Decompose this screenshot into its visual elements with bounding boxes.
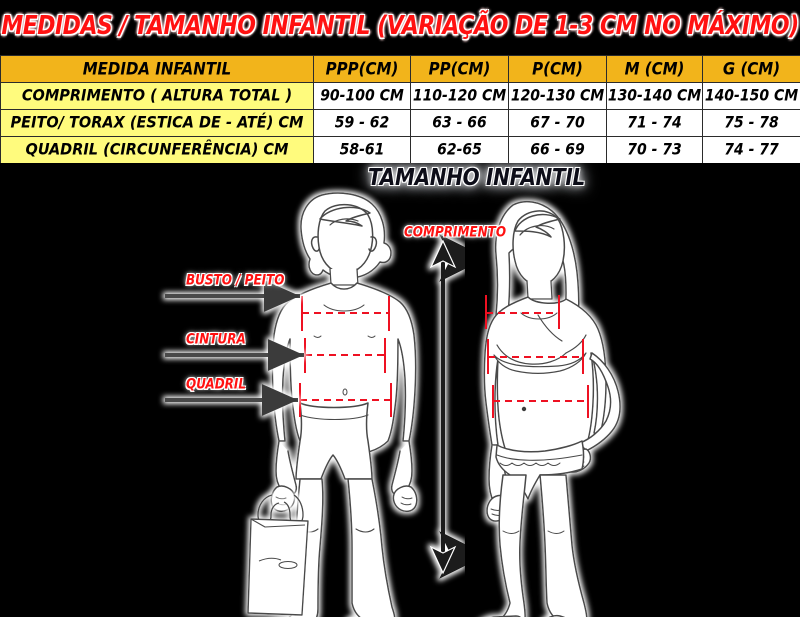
comprimento-arrowhead-down xyxy=(429,545,457,575)
girl-fringe xyxy=(514,213,561,238)
boy-ear-right xyxy=(368,236,378,252)
table-row: QUADRIL (CIRCUNFERÊNCIA) CM 58-61 62-65 … xyxy=(0,136,800,164)
figures-diagram xyxy=(165,192,621,617)
cell-comprimento-pp: 110-120 CM xyxy=(410,82,509,110)
girl-strap xyxy=(537,314,563,342)
cell-peito-g: 75 - 78 xyxy=(702,109,800,137)
table-row: PEITO/ TORAX (ESTICA DE - ATÉ) CM 59 - 6… xyxy=(0,109,800,137)
callout-leader-lines xyxy=(165,280,304,416)
table-header-cell-4: M (CM) xyxy=(606,55,703,83)
girl-leg-right xyxy=(539,474,588,617)
page-title: MEDIDAS / TAMANHO INFANTIL (VARIAÇÃO DE … xyxy=(1,11,799,41)
girl-bikini-top xyxy=(493,352,587,374)
size-table: MEDIDA INFANTIL PPP(CM) PP(CM) P(CM) M (… xyxy=(0,55,800,164)
comprimento-arrow xyxy=(429,234,487,579)
table-header-cell-2: PP(CM) xyxy=(410,55,509,83)
table-header-row: MEDIDA INFANTIL PPP(CM) PP(CM) P(CM) M (… xyxy=(0,55,800,83)
boy-shorts xyxy=(295,402,373,480)
cell-comprimento-p: 120-130 CM xyxy=(508,82,607,110)
cell-comprimento-ppp: 90-100 CM xyxy=(313,82,411,110)
girl-neck xyxy=(526,280,553,300)
cell-comprimento-m: 130-140 CM xyxy=(606,82,703,110)
row-label-comprimento: COMPRIMENTO ( ALTURA TOTAL ) xyxy=(0,82,314,110)
boy-fringe xyxy=(319,206,371,227)
cell-quadril-pp: 62-65 xyxy=(410,136,509,164)
table-header-cell-5: G (CM) xyxy=(702,55,800,83)
cell-peito-pp: 63 - 66 xyxy=(410,109,509,137)
cell-peito-p: 67 - 70 xyxy=(508,109,607,137)
boy-bag xyxy=(247,494,309,616)
cell-peito-m: 71 - 74 xyxy=(606,109,703,137)
table-header-cell-0: MEDIDA INFANTIL xyxy=(0,55,314,83)
cell-quadril-g: 74 - 77 xyxy=(702,136,800,164)
size-table-container: MEDIDA INFANTIL PPP(CM) PP(CM) P(CM) M (… xyxy=(0,55,800,164)
cell-quadril-p: 66 - 69 xyxy=(508,136,607,164)
cell-peito-ppp: 59 - 62 xyxy=(313,109,411,137)
girl-leg-left xyxy=(498,474,527,617)
bag-fold xyxy=(250,518,306,528)
page-title-bar: MEDIDAS / TAMANHO INFANTIL (VARIAÇÃO DE … xyxy=(0,0,800,52)
table-row: COMPRIMENTO ( ALTURA TOTAL ) 90-100 CM 1… xyxy=(0,82,800,110)
table-header-cell-3: P(CM) xyxy=(508,55,607,83)
table-header-cell-1: PPP(CM) xyxy=(313,55,411,83)
boy-neck xyxy=(329,268,359,286)
boy-measure-marks xyxy=(299,296,392,417)
illustration-panel: TAMANHO INFANTIL BUSTO / PEITO CINTURA Q… xyxy=(0,163,800,617)
boy-leg-right xyxy=(347,478,396,617)
cell-comprimento-g: 140-150 CM xyxy=(702,82,800,110)
boy-figure xyxy=(270,192,418,617)
comprimento-arrowhead-up xyxy=(429,239,457,269)
girl-figure xyxy=(483,200,621,617)
row-label-peito: PEITO/ TORAX (ESTICA DE - ATÉ) CM xyxy=(0,109,314,137)
cell-quadril-m: 70 - 73 xyxy=(606,136,703,164)
cell-quadril-ppp: 58-61 xyxy=(313,136,411,164)
bag-body xyxy=(247,518,309,616)
boy-ear-left xyxy=(310,236,320,252)
row-label-quadril: QUADRIL (CIRCUNFERÊNCIA) CM xyxy=(0,136,314,164)
